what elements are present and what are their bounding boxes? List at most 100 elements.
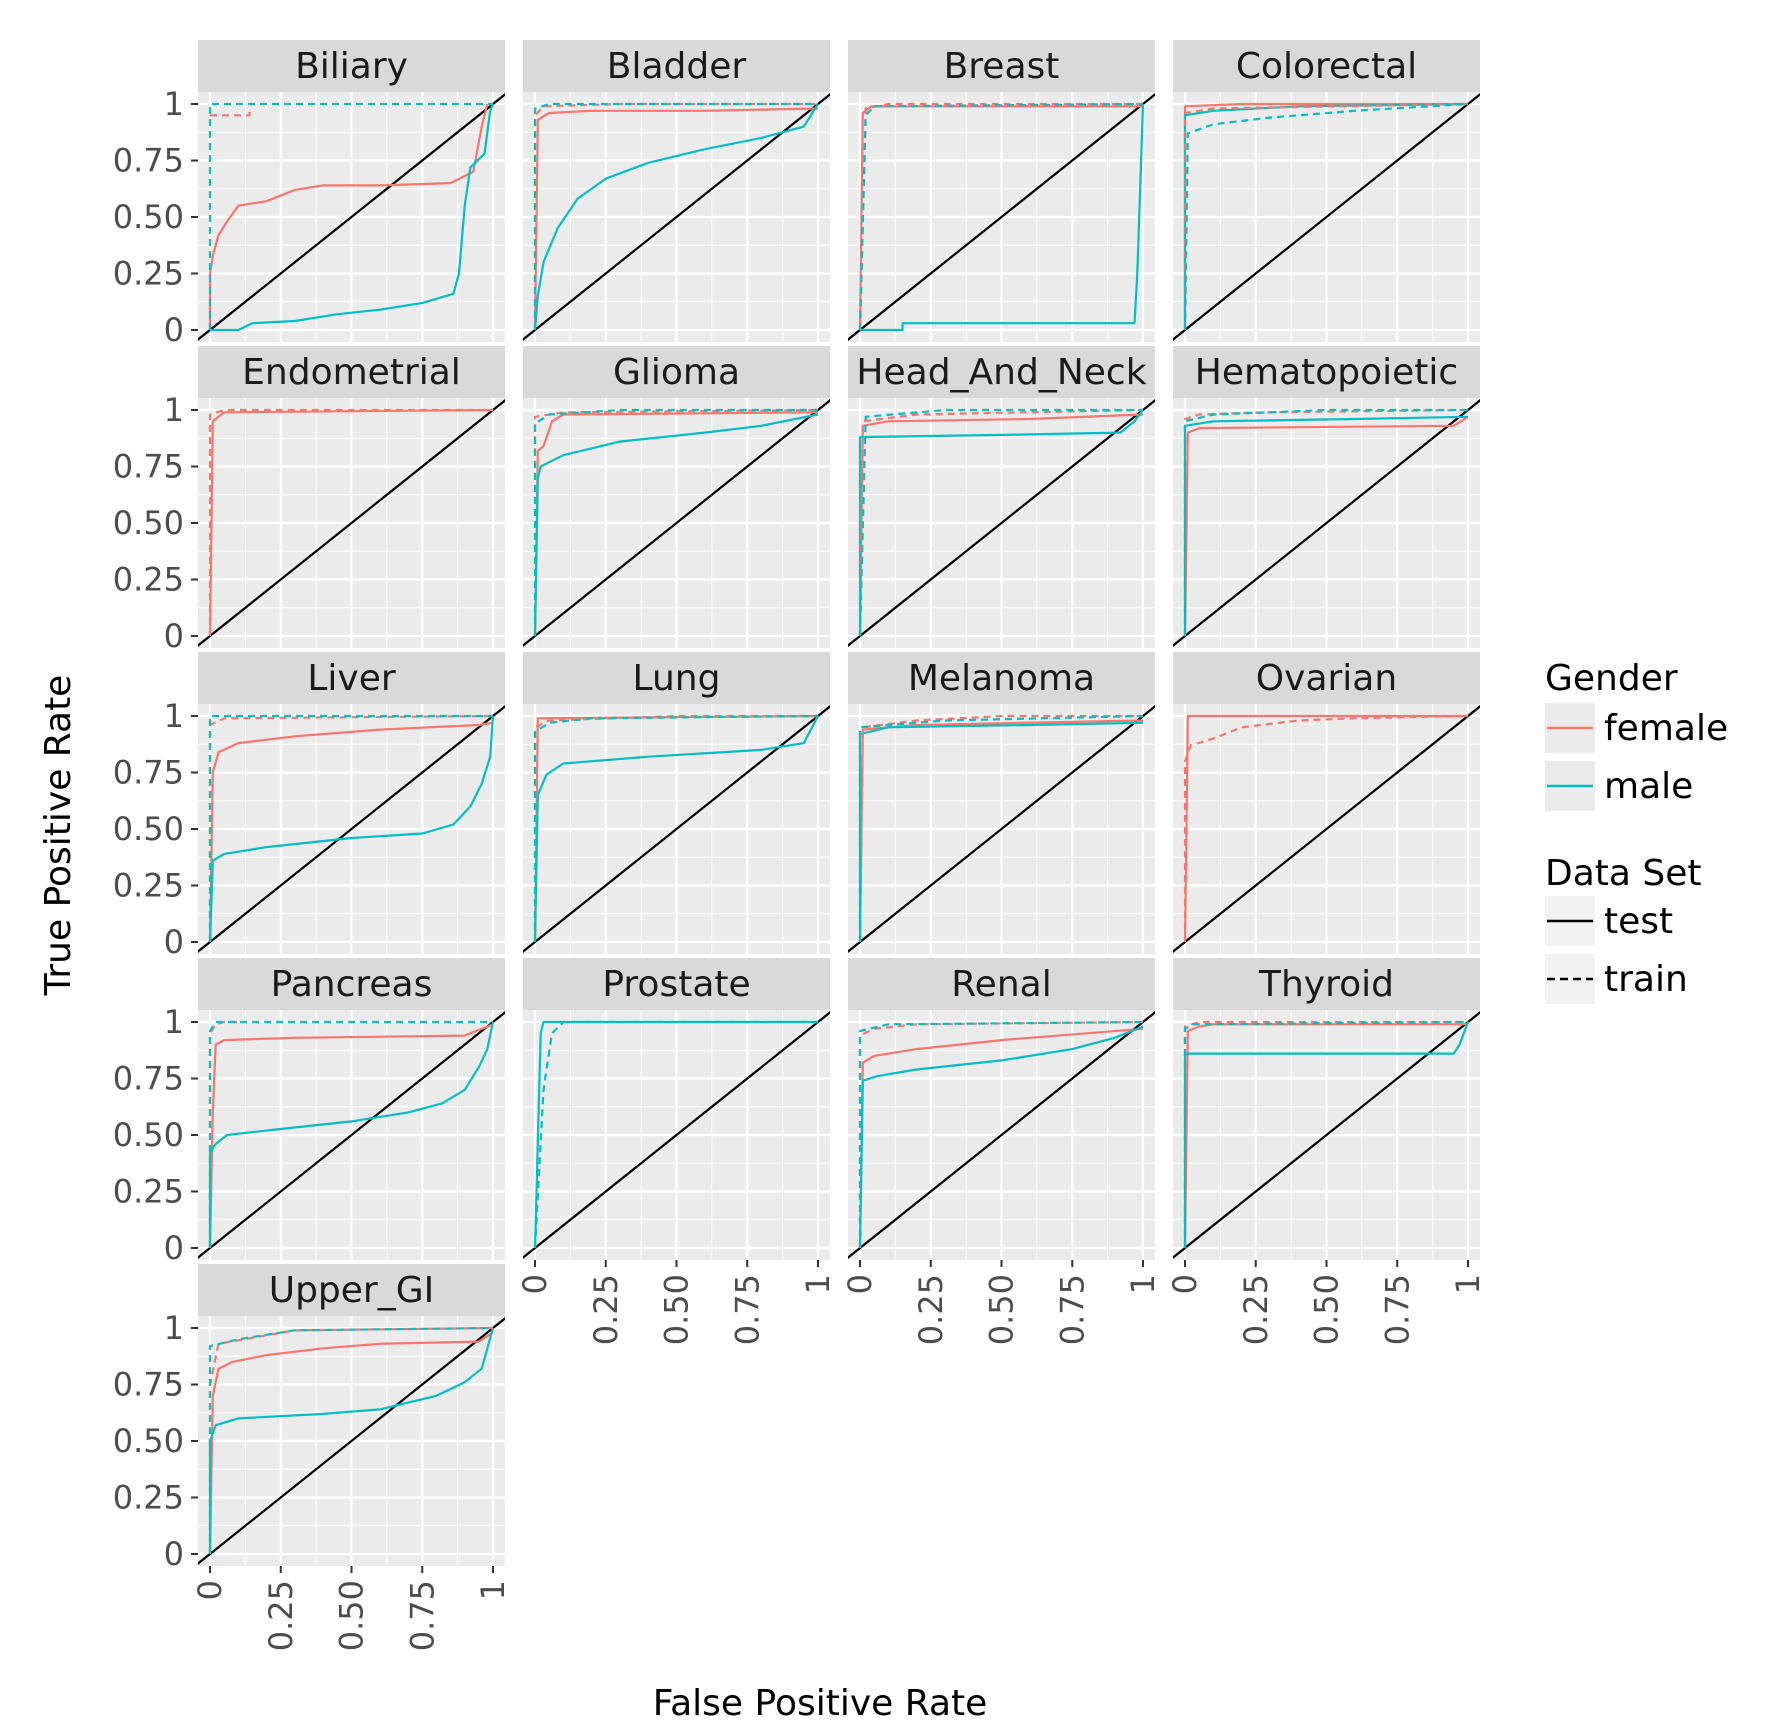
reference-diagonal (523, 705, 830, 953)
roc-curve-hematopoietic-female-test (1183, 415, 1469, 637)
legend: Gender female male Data Set test train (1545, 658, 1728, 1004)
x-tick-label: 0.25 (1237, 1274, 1275, 1345)
facet-panels: Biliary 0 0.25 0.50 0.75 1 Bladder Breast Colore… (113, 40, 1487, 1651)
roc-curve-liver-female-test (208, 721, 494, 943)
strip-liver (198, 652, 505, 704)
data-layer-pancreas (198, 1011, 505, 1259)
reference-diagonal (848, 93, 1155, 341)
y-tick-label: 1 (164, 697, 184, 735)
data-layer-upper_gi (198, 1317, 505, 1565)
facet-head_and_neck: Head_And_Neck (848, 346, 1155, 648)
reference-diagonal (523, 399, 830, 647)
strip-label-glioma: Glioma (613, 352, 740, 393)
legend-gender-title: Gender (1545, 658, 1678, 699)
roc-curve-upper_gi-female-test (208, 1331, 494, 1555)
data-layer-biliary (198, 93, 505, 341)
x-tick-label: 0.50 (333, 1580, 371, 1651)
data-layer-renal (848, 1011, 1155, 1259)
reference-diagonal (198, 93, 505, 341)
legend-label-male: male (1604, 766, 1693, 807)
strip-glioma (523, 346, 830, 398)
roc-curve-thyroid-female-test (1183, 1023, 1468, 1249)
y-tick-label: 0.75 (113, 1060, 184, 1098)
roc-curve-biliary-female-train (210, 110, 251, 117)
roc-curve-liver-male-test (208, 715, 495, 943)
strip-label-melanoma: Melanoma (908, 658, 1095, 699)
roc-curve-hematopoietic-male-train (1183, 408, 1468, 636)
facet-hematopoietic: Hematopoietic (1173, 346, 1480, 648)
legend-label-train: train (1604, 959, 1688, 1000)
x-tick-label: 1 (474, 1580, 512, 1600)
roc-curve-ovarian-female-train (1183, 714, 1469, 942)
x-tick-label: 0 (841, 1274, 879, 1294)
x-tick-label: 0.25 (262, 1580, 300, 1651)
strip-label-liver: Liver (307, 658, 396, 699)
reference-diagonal (1173, 1011, 1480, 1259)
roc-curve-thyroid-male-train (1183, 1020, 1469, 1248)
strip-label-bladder: Bladder (607, 46, 747, 87)
strip-head_and_neck (848, 346, 1155, 398)
facet-liver: Liver 0 0.25 0.50 0.75 1 (113, 652, 505, 961)
strip-label-renal: Renal (951, 964, 1051, 1005)
roc-curve-lung-male-test (533, 715, 819, 943)
legend-label-test: test (1604, 901, 1673, 942)
data-layer-thyroid (1173, 1011, 1480, 1259)
y-tick-label: 0.75 (113, 754, 184, 792)
roc-curve-pancreas-female-test (208, 1023, 494, 1249)
reference-diagonal (198, 1011, 505, 1259)
x-tick-label: 1 (799, 1274, 837, 1294)
strip-label-breast: Breast (944, 46, 1060, 87)
roc-curve-upper_gi-male-test (208, 1327, 495, 1554)
reference-diagonal (848, 399, 1155, 647)
data-layer-breast (848, 93, 1155, 341)
y-axis-title: True Positive Rate (38, 675, 79, 997)
reference-diagonal (198, 399, 505, 647)
x-tick-label: 1 (1449, 1274, 1487, 1294)
strip-melanoma (848, 652, 1155, 704)
strip-label-colorectal: Colorectal (1236, 46, 1417, 87)
strip-endometrial (198, 346, 505, 398)
y-tick-label: 0 (164, 311, 184, 349)
strip-label-endometrial: Endometrial (242, 352, 461, 393)
x-tick-label: 0.25 (912, 1274, 950, 1345)
roc-curve-biliary-male-train (208, 102, 493, 330)
roc-curve-lung-female-train (533, 714, 818, 942)
data-layer-liver (198, 705, 505, 953)
facet-bladder: Bladder (523, 40, 830, 342)
strip-colorectal (1173, 40, 1480, 92)
data-layer-hematopoietic (1173, 399, 1480, 647)
strip-label-prostate: Prostate (602, 964, 750, 1005)
roc-curve-biliary-male-test (210, 103, 495, 332)
strip-label-biliary: Biliary (295, 46, 408, 87)
roc-curve-liver-male-train (208, 714, 493, 942)
y-tick-label: 1 (164, 1309, 184, 1347)
facet-thyroid: Thyroid 0 0.25 0.50 0.75 1 (1166, 958, 1487, 1345)
y-tick-label: 0.25 (113, 1479, 184, 1517)
roc-curve-thyroid-male-test (1183, 1021, 1470, 1248)
facet-lung: Lung (523, 652, 830, 954)
reference-diagonal (1173, 93, 1480, 341)
strip-lung (523, 652, 830, 704)
roc-curve-upper_gi-male-train (208, 1326, 494, 1554)
facet-prostate: Prostate 0 0.25 0.50 0.75 1 (516, 958, 837, 1345)
y-tick-label: 0.50 (113, 198, 184, 236)
facet-pancreas: Pancreas 0 0.25 0.50 0.75 1 (113, 958, 505, 1267)
x-tick-label: 0.75 (403, 1580, 441, 1651)
roc-curve-head_and_neck-female-test (858, 413, 1144, 637)
roc-curve-breast-male-test (860, 103, 1145, 332)
roc-curve-glioma-male-test (533, 413, 819, 637)
roc-curve-colorectal-female-train (1183, 102, 1469, 330)
facet-ovarian: Ovarian (1173, 652, 1480, 954)
legend-dataset-title: Data Set (1545, 853, 1702, 894)
y-tick-label: 0.75 (113, 1366, 184, 1404)
roc-curve-breast-male-train (858, 102, 1144, 331)
facet-renal: Renal 0 0.25 0.50 0.75 1 (841, 958, 1162, 1345)
x-tick-label: 0.75 (1378, 1274, 1416, 1345)
strip-prostate (523, 958, 830, 1010)
x-tick-label: 0.50 (658, 1274, 696, 1345)
x-tick-label: 0.50 (983, 1274, 1021, 1345)
strip-label-upper_gi: Upper_GI (269, 1270, 435, 1311)
roc-curve-renal-male-train (858, 1020, 1144, 1248)
reference-diagonal (848, 705, 1155, 953)
